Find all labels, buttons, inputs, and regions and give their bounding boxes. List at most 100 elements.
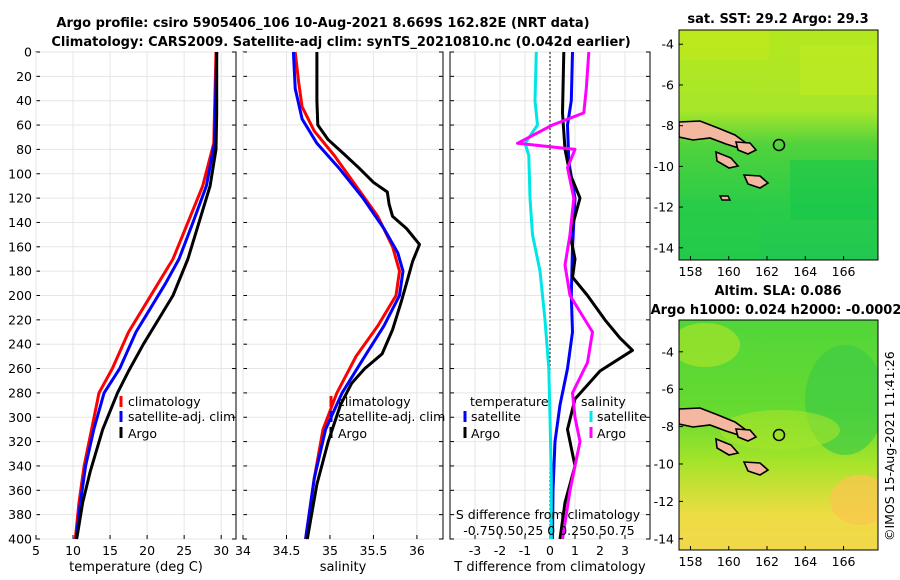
figure-title-line2: Climatology: CARS2009. Satellite-adj cli… [51,35,630,50]
depth-tick-label: 380 [8,507,32,522]
legend-title-salinity: salinity [581,394,626,409]
map-x-tick-label: 162 [755,264,779,279]
x-tick-label: 3 [621,543,629,558]
map-y-tick-label: -14 [654,531,674,546]
sla-land [679,407,770,476]
sla-map-panel: Altim. SLA: 0.086 Argo h1000: 0.024 h200… [651,284,900,569]
argo-location-marker [772,138,786,152]
sst-map-title: sat. SST: 29.2 Argo: 29.3 [687,12,868,27]
x-tick-label: 35.5 [360,543,388,558]
x-tick-label: 10 [65,543,81,558]
depth-tick-label: 0 [24,45,32,60]
depth-tick-label: 340 [8,458,32,473]
legend-label-climatology: climatology [338,394,411,409]
series-line-satellite-adj-clim [291,51,405,540]
island-guadalcanal-land [742,174,770,189]
depth-tick-label: 80 [16,142,32,157]
map-x-tick-label: 158 [679,264,703,279]
x-tick-label: -1 [519,543,531,558]
legend-label-t-satellite: satellite [471,409,521,424]
sla-map-title-line1: Altim. SLA: 0.086 [715,284,842,299]
sst-map-frame [678,29,879,261]
imos-timestamp: ©IMOS 15-Aug-2021 11:41:26 [882,351,897,541]
depth-tick-label: 40 [16,93,32,108]
temperature-difference-xlabel: T difference from climatology [453,560,646,575]
map-y-tick-label: -10 [654,456,674,471]
x-tick-label: 1 [571,543,579,558]
map-x-tick-label: 158 [679,554,703,569]
temperature-panel: 0 20 40 60 80 100 120 140 160 180 200 220 240 260 280 3… [8,45,237,575]
x-tick-label: 30 [213,543,229,558]
legend-title-temperature: temperature [470,394,549,409]
depth-tick-label: 240 [8,337,32,352]
map-x-tick-label: 160 [717,264,741,279]
x-tick-label: -2 [494,543,506,558]
x-tick-label: 36 [409,543,425,558]
depth-tick-label: 180 [8,264,32,279]
depth-tick-label: 280 [8,385,32,400]
depth-tick-label: 200 [8,288,32,303]
map-y-tick-label: -6 [662,382,675,397]
island-guadalcanal-land [742,461,770,476]
depth-tick-label: 160 [8,239,32,254]
map-y-tick-label: -8 [662,118,675,133]
map-x-tick-label: 166 [832,554,856,569]
depth-tick-label: 120 [8,191,32,206]
salinity-difference-ticks: -0.750.50.25 0 0.250.50.75 [463,523,635,538]
x-tick-label: 34.5 [273,543,301,558]
depth-tick-label: 20 [16,69,32,84]
x-tick-label: -3 [469,543,481,558]
legend-label-argo: Argo [338,426,367,441]
sst-cool-patch [679,200,759,260]
x-tick-label: 5 [32,543,40,558]
x-tick-label: 35 [322,543,338,558]
map-y-tick-label: -12 [654,494,674,509]
x-tick-label: 34 [235,543,251,558]
depth-tick-label: 260 [8,361,32,376]
series-line-climatology [73,51,218,540]
island-new-georgia-land [715,437,740,456]
sla-high-patch [830,475,878,525]
x-tick-label: 15 [102,543,118,558]
legend-label-satellite: satellite-adj. clim [338,409,445,424]
series-line-satellite-adj-clim [74,51,219,540]
salinity-legend: climatology satellite-adj. clim Argo [329,394,445,441]
sla-map-frame [678,319,879,551]
salinity-panel: 34 34.5 35 35.5 36 salinity climatology sate… [235,51,445,575]
map-x-tick-label: 160 [717,554,741,569]
depth-tick-label: 400 [8,532,32,547]
map-y-tick-label: -4 [662,37,675,52]
sst-cool-patch [790,160,878,220]
temperature-legend: climatology satellite-adj. clim Argo [119,394,235,441]
sst-map-panel: sat. SST: 29.2 Argo: 29.3 158 160 162 164 16… [654,12,879,279]
depth-tick-label: 100 [8,166,32,181]
legend-label-argo: Argo [128,426,157,441]
argo-location-marker [772,428,786,442]
salinity-xlabel: salinity [320,560,367,575]
series-line-s-satellite [523,51,553,539]
map-y-tick-label: -6 [662,77,675,92]
legend-label-t-argo: Argo [471,426,500,441]
map-y-tick-label: -4 [662,344,675,359]
map-y-tick-label: -12 [654,200,674,215]
figure-title-line1: Argo profile: csiro 5905406_106 10-Aug-2… [56,16,589,31]
x-tick-label: 2 [596,543,604,558]
series-line-s-argo [516,51,594,540]
depth-tick-label: 140 [8,215,32,230]
map-y-tick-label: -8 [662,419,675,434]
x-tick-label: 25 [176,543,192,558]
sst-land [679,120,770,201]
depth-tick-label: 60 [16,118,32,133]
depth-tick-label: 300 [8,410,32,425]
legend-label-s-satellite: satellite [597,409,647,424]
legend-label-satellite: satellite-adj. clim [128,409,235,424]
map-y-tick-label: -14 [654,240,674,255]
depth-tick-label: 220 [8,312,32,327]
sst-warm-patch [800,45,878,95]
difference-panel: -3 -2 -1 0 1 2 3 temperature salinity satellit… [449,51,651,575]
sst-warm-patch [679,30,769,60]
island-small-land [718,195,732,201]
legend-label-climatology: climatology [128,394,201,409]
depth-tick-label: 320 [8,434,32,449]
